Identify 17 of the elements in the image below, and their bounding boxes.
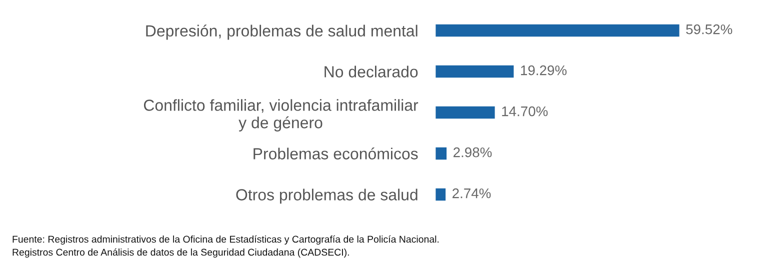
y-tick-label: Problemas económicos — [254, 148, 418, 160]
data-label: 2.98% — [454, 147, 492, 158]
y-tick-label: No declarado — [324, 66, 418, 78]
y-tick-label: Conflicto familiar, violencia intrafamiliar y de género — [144, 99, 418, 132]
bar — [435, 23, 681, 38]
bar — [435, 64, 516, 79]
text: Registros Centro de Análisis de datos de la Seguridad Ciudadana (CADSECI). — [12, 248, 349, 258]
y-tick-label: Depresión, problemas de salud mental — [146, 24, 418, 40]
bar — [435, 146, 448, 161]
data-label: 59.52% — [686, 24, 732, 34]
y-tick-label: Otros problemas de salud — [236, 188, 418, 204]
data-label: 14.70% — [502, 106, 548, 116]
source-note: Fuente: Registros administrativos de la Oficina de Estadísticas y Cartografía de la Policía Nacional. — [12, 235, 439, 245]
data-label: 19.29% — [521, 65, 567, 76]
data-label: 2.74% — [452, 188, 491, 198]
bar — [435, 105, 496, 120]
bar — [435, 187, 447, 202]
